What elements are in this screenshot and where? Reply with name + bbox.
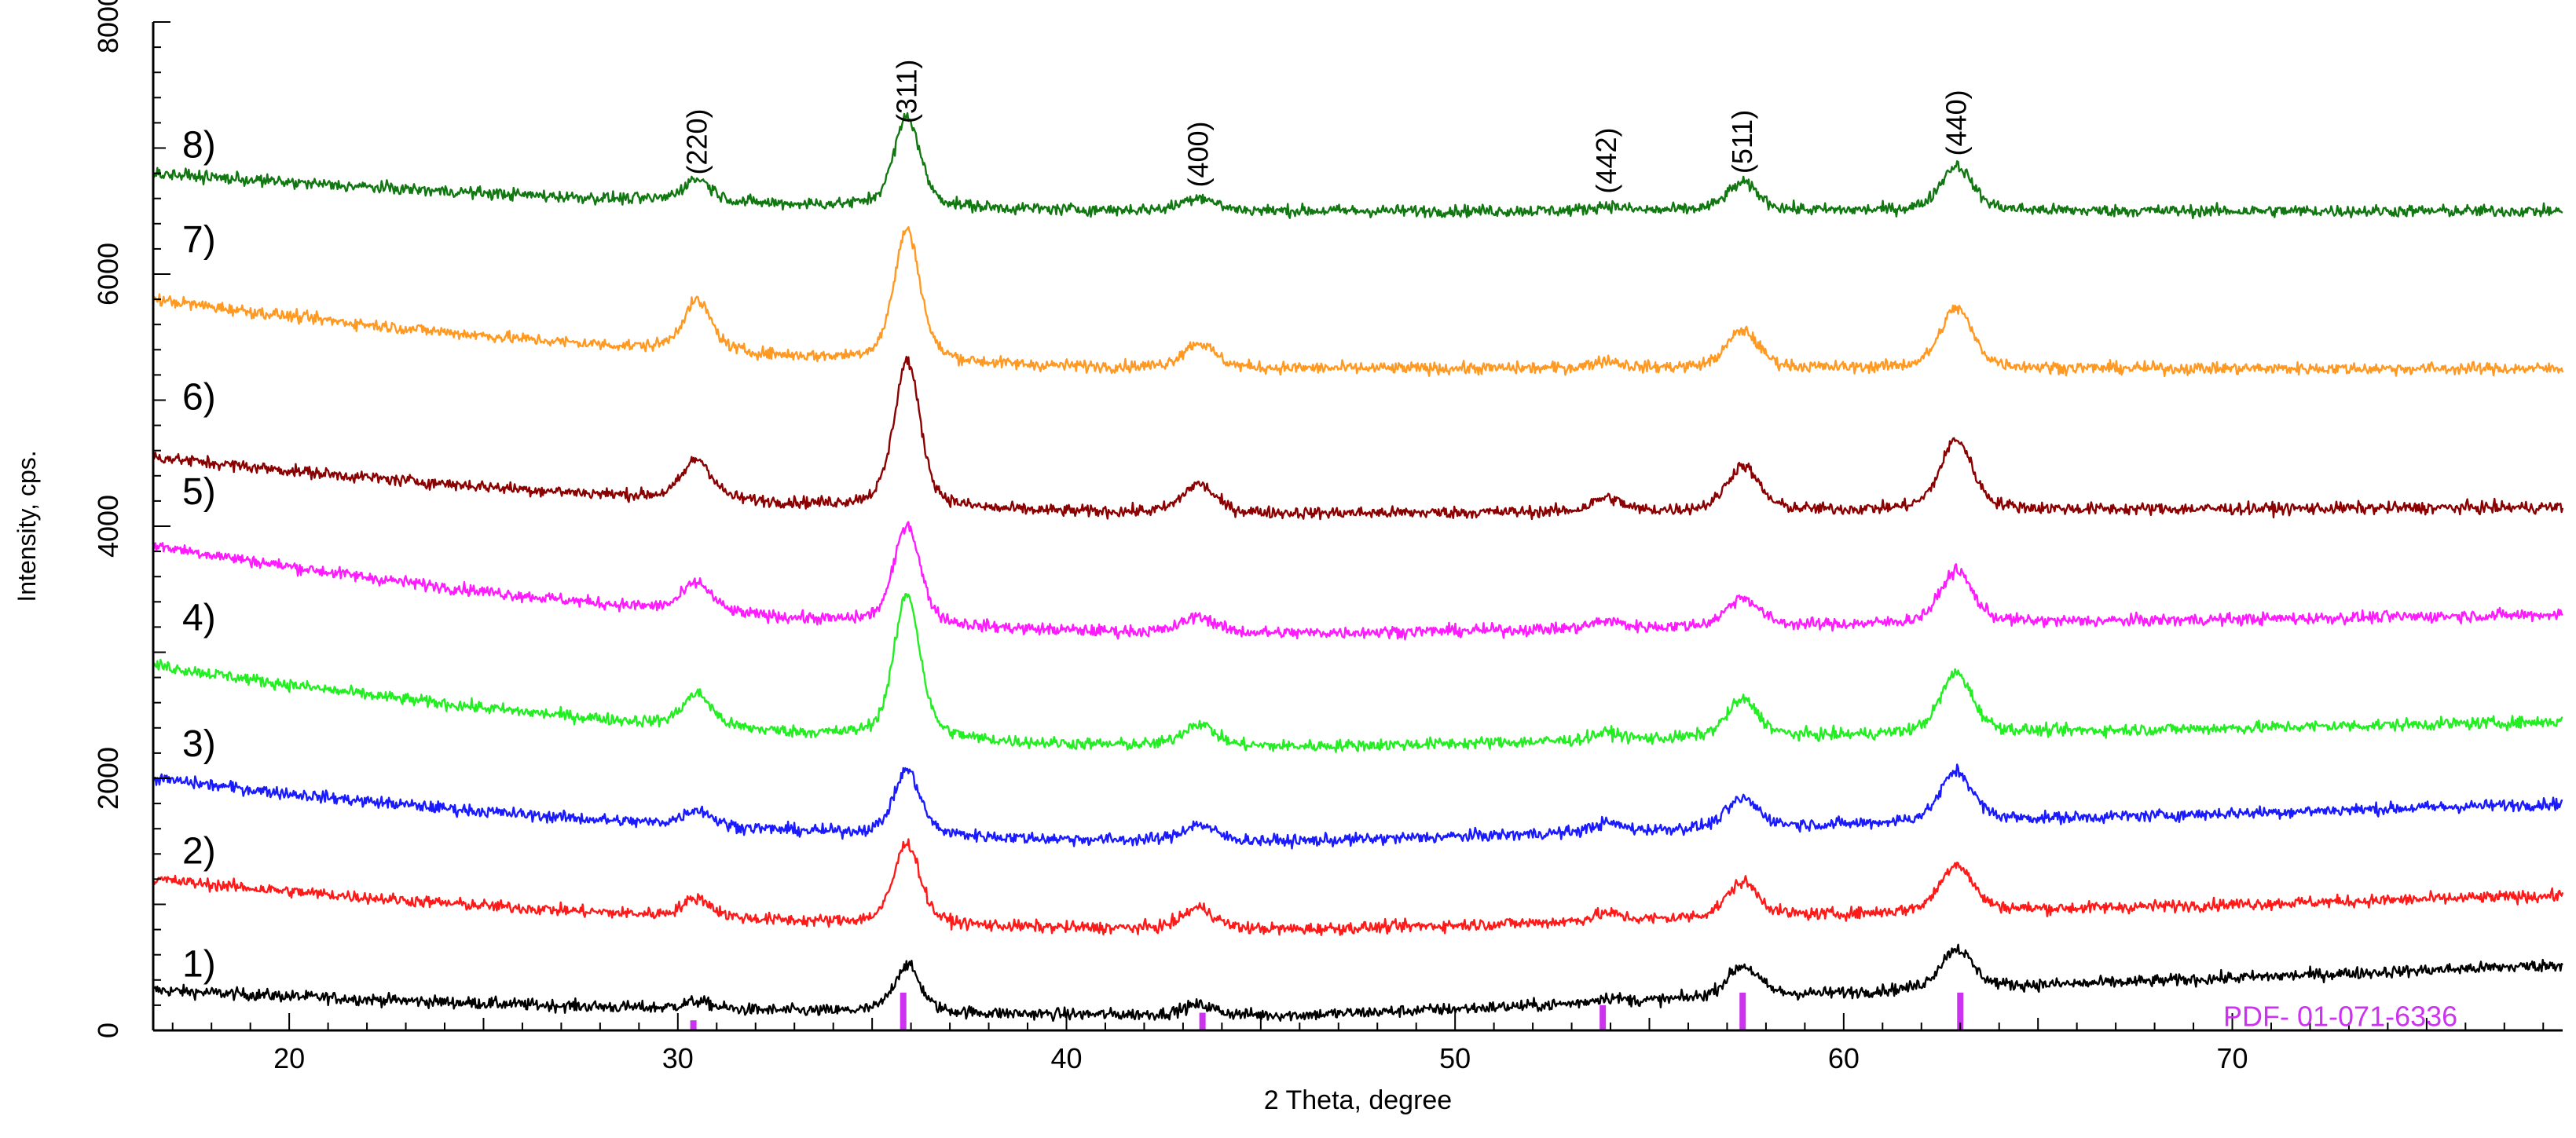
x-tick-label: 20 [273,1042,305,1074]
series-label: 3) [182,723,216,765]
peak-label: (511) [1726,110,1758,174]
y-tick-label: 2000 [92,747,124,810]
y-tick-label: 6000 [92,243,124,306]
peak-label: (400) [1182,122,1215,188]
series-label: 5) [182,471,216,513]
y-tick-label: 0 [92,1023,124,1038]
series-line [152,521,2563,641]
x-tick-label: 40 [1050,1042,1082,1074]
series-label: 8) [182,124,216,166]
reference-label: PDF- 01-071-6336 [2223,1000,2457,1032]
series-label: 7) [182,219,216,261]
peak-label: (442) [1590,128,1622,194]
peak-label: (311) [891,60,923,123]
x-tick-label: 70 [2217,1042,2248,1074]
y-axis-title: Intensity, cps. [13,450,41,602]
series-layer [152,112,2564,1023]
peak-label: (440) [1940,90,1972,156]
y-tick-label: 8000 [92,0,124,53]
series-label: 2) [182,830,216,872]
series-label: 6) [182,376,216,418]
series-line [152,943,2563,1023]
x-axis-title: 2 Theta, degree [1264,1085,1452,1115]
series-label: 4) [182,597,216,639]
labels-layer: 2 Theta, degree Intensity, cps. PDF- 01-… [13,0,2457,1115]
series-line [152,356,2564,521]
peak-label: (220) [681,108,713,174]
series-line [152,112,2563,220]
series-line [152,593,2563,753]
x-tick-label: 30 [662,1042,694,1074]
y-tick-label: 4000 [92,495,124,558]
x-tick-label: 50 [1439,1042,1471,1074]
series-line [152,225,2564,378]
series-line [152,763,2563,850]
axes-layer [152,21,2563,1032]
x-tick-label: 60 [1828,1042,1860,1074]
series-label: 1) [182,944,216,986]
series-line [152,838,2564,936]
